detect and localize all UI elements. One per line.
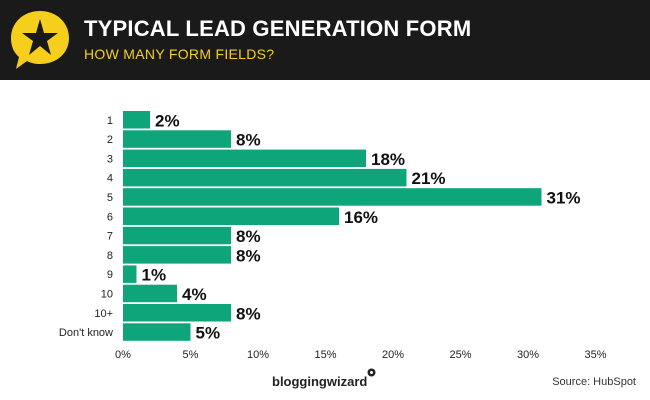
value-label: 8% — [236, 246, 261, 265]
header-banner: TYPICAL LEAD GENERATION FORM HOW MANY FO… — [0, 0, 650, 80]
bar — [123, 226, 231, 245]
value-label: 2% — [155, 111, 180, 130]
category-label: Don't know — [59, 327, 113, 339]
value-label: 1% — [142, 266, 167, 285]
brand-pin-icon — [367, 368, 376, 377]
value-label: 4% — [182, 285, 207, 304]
bar — [123, 284, 177, 303]
category-label: 7 — [107, 231, 113, 243]
x-tick-label: 5% — [183, 349, 199, 361]
bar — [123, 168, 407, 187]
value-label: 8% — [236, 304, 261, 323]
bar — [123, 207, 339, 225]
category-label: 5 — [107, 192, 113, 204]
value-label: 8% — [236, 131, 261, 150]
x-tick-label: 25% — [449, 349, 471, 361]
value-label: 31% — [547, 188, 581, 207]
category-label: 6 — [107, 211, 113, 223]
bar — [123, 323, 191, 341]
star-speech-bubble-icon — [11, 11, 69, 69]
value-label: 16% — [344, 208, 378, 227]
brand-logo: bloggingwizard — [272, 374, 368, 389]
x-tick-label: 0% — [115, 349, 131, 361]
x-tick-label: 15% — [314, 349, 336, 361]
value-label: 5% — [196, 324, 221, 343]
category-label: 10+ — [94, 308, 113, 320]
bar — [123, 246, 231, 264]
chart-title: TYPICAL LEAD GENERATION FORM — [84, 16, 472, 41]
category-label: 8 — [107, 250, 113, 262]
bar — [123, 149, 366, 168]
x-tick-label: 20% — [382, 349, 404, 361]
x-tick-label: 35% — [584, 349, 606, 361]
bar — [123, 304, 231, 322]
value-label: 21% — [412, 169, 446, 188]
category-label: 1 — [107, 115, 113, 127]
bar — [123, 265, 137, 283]
category-label: 9 — [107, 269, 113, 281]
source-note: Source: HubSpot — [552, 376, 636, 388]
x-tick-label: 30% — [517, 349, 539, 361]
category-label: 10 — [101, 288, 113, 300]
bar-chart: 1 2% 2 8% 3 18% 4 21% 5 31% 6 16% 7 8% 8 8% 9 1% 10 4% 10+ 8%… — [59, 111, 607, 361]
value-label: 8% — [236, 227, 261, 246]
bar — [123, 111, 150, 129]
value-label: 18% — [371, 150, 405, 169]
category-label: 3 — [107, 153, 113, 165]
category-label: 4 — [107, 173, 113, 185]
bar — [123, 130, 231, 148]
x-tick-label: 10% — [247, 349, 269, 361]
chart-subtitle: HOW MANY FORM FIELDS? — [84, 46, 275, 62]
bar — [123, 188, 542, 206]
category-label: 2 — [107, 134, 113, 146]
